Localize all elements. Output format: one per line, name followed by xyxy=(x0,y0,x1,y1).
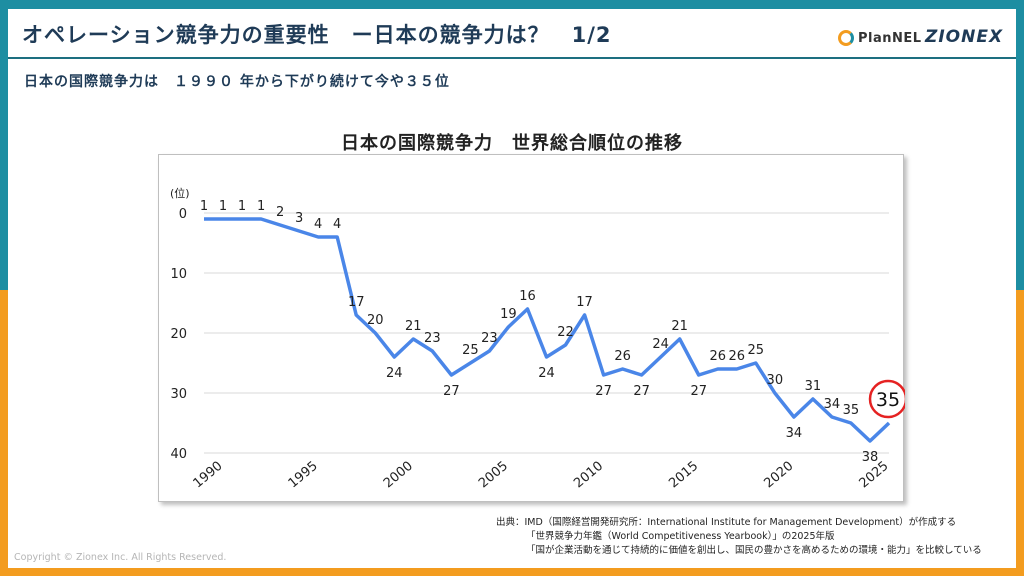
highlight-circle xyxy=(868,379,905,419)
data-label: 2 xyxy=(276,205,284,220)
data-label: 21 xyxy=(405,319,422,334)
source-line-3: 「国が企業活動を通じて持続的に価値を創出し、国民の豊かさを高めるための環境・能力… xyxy=(526,545,982,556)
data-label: 22 xyxy=(557,325,574,340)
x-tick-label: 2010 xyxy=(571,459,606,492)
data-label: 30 xyxy=(767,373,784,388)
data-label: 16 xyxy=(519,289,536,304)
data-label: 3 xyxy=(295,211,303,226)
data-label: 1 xyxy=(200,199,208,214)
source-line-1: 出典：IMD（国際経営開発研究所：International Institute… xyxy=(496,517,957,528)
source-note: 出典：IMD（国際経営開発研究所：International Institute… xyxy=(496,516,1006,558)
data-label: 19 xyxy=(500,307,517,322)
x-tick-label: 2015 xyxy=(666,459,701,492)
series-line xyxy=(204,217,891,443)
data-label: 17 xyxy=(576,295,593,310)
plannel-logo-text: PlanNEL xyxy=(858,30,922,46)
data-label: 26 xyxy=(614,349,631,364)
data-label: 31 xyxy=(805,379,822,394)
data-label: 34 xyxy=(824,397,841,412)
x-tick-label: 2020 xyxy=(761,459,796,492)
data-label: 35 xyxy=(843,403,860,418)
data-label: 23 xyxy=(481,331,498,346)
x-tick-label: 1995 xyxy=(286,459,321,492)
slide-title: オペレーション競争力の重要性 ー日本の競争力は？ 1/2 xyxy=(22,23,612,47)
x-tick-label: 1990 xyxy=(191,459,226,492)
data-label: 24 xyxy=(386,366,403,381)
data-label: 20 xyxy=(367,313,384,328)
data-label: 24 xyxy=(652,337,669,352)
y-tick-label: 20 xyxy=(170,327,187,342)
highlight-label: 35 xyxy=(876,389,900,411)
data-label: 34 xyxy=(786,426,803,441)
chart-area: (位) 0 10 20 30 40 1990 1995 2000 2005 2010 2015 2020… xyxy=(158,154,905,502)
data-label: 38 xyxy=(862,450,879,465)
data-label: 21 xyxy=(671,319,688,334)
x-tick-label: 2000 xyxy=(381,459,416,492)
plannel-logo-icon xyxy=(838,30,854,46)
data-label: 17 xyxy=(348,295,365,310)
data-label: 1 xyxy=(238,199,246,214)
plannel-logo: PlanNEL xyxy=(838,28,922,48)
y-axis-label: (位) xyxy=(170,186,190,200)
y-tick-label: 30 xyxy=(170,387,187,402)
copyright: Copyright © Zionex Inc. All Rights Reser… xyxy=(14,552,227,563)
data-label: 27 xyxy=(633,384,650,399)
y-tick-label: 10 xyxy=(170,267,187,282)
title-bar: オペレーション競争力の重要性 ー日本の競争力は？ 1/2 PlanNEL ZIO… xyxy=(8,9,1016,59)
data-label: 1 xyxy=(257,199,265,214)
y-tick-label: 40 xyxy=(170,447,187,462)
data-label: 1 xyxy=(219,199,227,214)
slide: オペレーション競争力の重要性 ー日本の競争力は？ 1/2 PlanNEL ZIO… xyxy=(8,9,1016,568)
data-label: 27 xyxy=(443,384,460,399)
chart-title: 日本の国際競争力 世界総合順位の推移 xyxy=(341,133,683,154)
data-label: 27 xyxy=(595,384,612,399)
y-tick-label: 0 xyxy=(179,207,187,222)
data-label: 24 xyxy=(538,366,555,381)
data-label: 4 xyxy=(314,217,322,232)
data-label: 26 xyxy=(729,349,746,364)
data-label: 26 xyxy=(709,349,726,364)
data-label: 25 xyxy=(462,343,479,358)
zionex-logo: ZIONEX xyxy=(925,27,1004,47)
data-label: 25 xyxy=(748,343,765,358)
data-label: 23 xyxy=(424,331,441,346)
data-label: 27 xyxy=(690,384,707,399)
x-tick-label: 2005 xyxy=(476,459,511,492)
slide-subtitle: 日本の国際競争力は １９９０ 年から下がり続けて今や３５位 xyxy=(24,74,450,90)
source-line-2: 「世界競争力年鑑（World Competitiveness Yearbook）… xyxy=(526,531,835,542)
data-label: 4 xyxy=(333,217,341,232)
